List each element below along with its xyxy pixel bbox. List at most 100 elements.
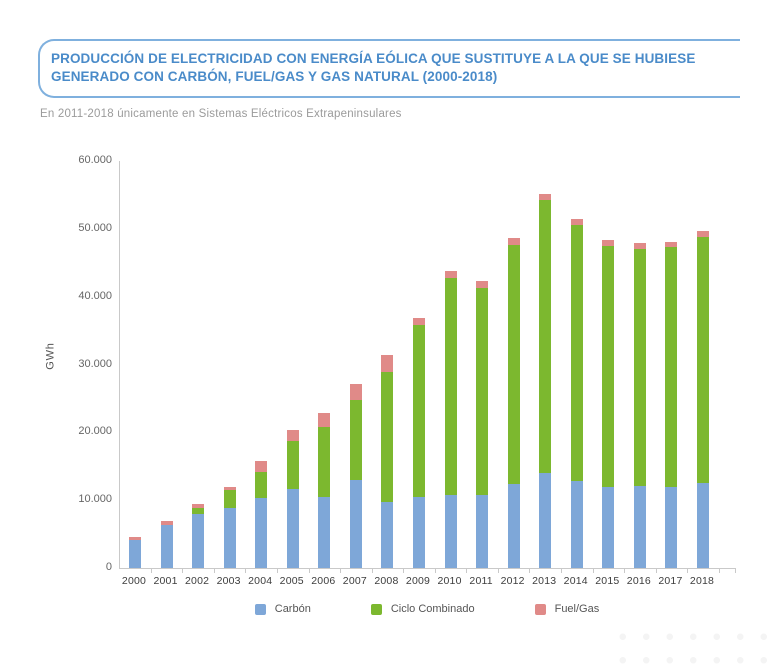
- bar-2009-ciclo-combinado: [413, 325, 425, 497]
- x-axis-tick: [718, 569, 720, 573]
- bar-2005-ciclo-combinado: [286, 441, 299, 490]
- x-axis-tick: [735, 569, 736, 573]
- y-tick-label: 10.000: [78, 493, 112, 506]
- bar-2007-fuel-gas: [349, 383, 362, 400]
- x-axis-tick: [497, 569, 499, 573]
- x-axis-tick: [592, 569, 594, 573]
- bar-2010-ciclo-combinado: [444, 278, 457, 496]
- bar-2002-carb-n: [192, 513, 205, 568]
- x-axis-tick: [529, 569, 531, 573]
- y-tick-label: 20.000: [78, 425, 112, 438]
- bar-2009-carb-n: [413, 496, 425, 568]
- x-axis-tick: [655, 569, 657, 573]
- x-tick-label: 2007: [342, 575, 367, 587]
- bar-2002-fuel-gas: [192, 503, 205, 508]
- x-tick-label: 2016: [626, 575, 651, 587]
- x-axis-tick: [277, 569, 278, 573]
- bar-2017-fuel-gas: [665, 241, 678, 248]
- bar-2010-fuel-gas: [444, 270, 457, 279]
- bar-2018-carb-n: [697, 483, 709, 568]
- carbon-swatch-icon: [254, 603, 266, 615]
- bar-2003-ciclo-combinado: [223, 490, 236, 508]
- bar-2004-ciclo-combinado: [255, 472, 268, 499]
- corner-dot-pattern: [611, 625, 768, 672]
- bar-2009-fuel-gas: [413, 318, 425, 326]
- x-tick-label: 2004: [248, 575, 273, 587]
- x-tick-label: 2006: [311, 575, 336, 587]
- x-axis-tick: [213, 569, 215, 573]
- chart-title-line1: PRODUCCIÓN DE ELECTRICIDAD CON ENERGÍA E…: [51, 51, 696, 66]
- legend-item-ciclo-combinado: Ciclo Combinado: [370, 603, 475, 615]
- chart-title-line2: GENERADO CON CARBÓN, FUEL/GAS Y GAS NATU…: [51, 69, 498, 84]
- legend-item-fuel-gas: Fuel/Gas: [534, 603, 600, 615]
- x-axis-tick: [687, 569, 689, 573]
- legend-item-carbon: Carbón: [254, 603, 311, 615]
- ciclo-combinado-swatch-icon: [370, 603, 382, 615]
- chart-title-box: PRODUCCIÓN DE ELECTRICIDAD CON ENERGÍA E…: [38, 39, 740, 98]
- x-tick-label: 2013: [532, 575, 557, 587]
- bar-2013-carb-n: [539, 473, 552, 568]
- bar-2015-fuel-gas: [602, 240, 615, 246]
- y-axis-labels: 0 10.000 20.000 30.000 40.000 50.000 60.000: [42, 154, 112, 573]
- x-tick-label: 2008: [374, 575, 399, 587]
- bar-2005-carb-n: [286, 489, 299, 568]
- bar-2003-carb-n: [223, 507, 236, 568]
- x-tick-label: 2011: [469, 575, 493, 587]
- bar-2014-fuel-gas: [570, 219, 583, 226]
- fuel-gas-swatch-icon: [534, 603, 546, 615]
- x-axis-tick: [624, 569, 626, 573]
- bar-2018-ciclo-combinado: [697, 236, 709, 484]
- bar-2010-carb-n: [444, 495, 457, 568]
- x-tick-label: 2005: [279, 575, 304, 587]
- bar-2000-carb-n: [129, 539, 141, 568]
- x-axis-tick: [434, 569, 436, 573]
- x-axis-tick: [150, 569, 152, 573]
- x-tick-label: 2012: [500, 575, 525, 587]
- x-tick-label: 2015: [595, 575, 620, 587]
- bar-2006-ciclo-combinado: [318, 426, 331, 497]
- bar-2013-fuel-gas: [539, 194, 552, 200]
- x-axis-tick: [561, 569, 562, 573]
- bar-2012-fuel-gas: [507, 238, 520, 246]
- x-axis-tick: [403, 569, 405, 573]
- bar-2000-fuel-gas: [129, 536, 141, 540]
- y-tick-label: 30.000: [78, 357, 112, 370]
- x-axis-labels: 2000 2001 2002 2003 2004 2005 2006 2007 2008 2009…: [119, 575, 735, 591]
- y-tick-label: 40.000: [78, 289, 112, 302]
- bar-2008-carb-n: [381, 502, 394, 568]
- bar-2016-carb-n: [633, 485, 646, 568]
- x-tick-label: 2017: [658, 575, 683, 587]
- legend-label-carbon: Carbón: [274, 603, 311, 615]
- bar-2015-ciclo-combinado: [602, 245, 615, 487]
- x-tick-label: 2018: [689, 575, 715, 587]
- bar-2007-carb-n: [349, 479, 362, 568]
- bar-2014-ciclo-combinado: [570, 225, 583, 481]
- bar-2002-ciclo-combinado: [192, 507, 205, 514]
- x-axis-tick: [308, 569, 310, 573]
- x-axis-tick: [371, 569, 373, 573]
- bar-2012-ciclo-combinado: [507, 245, 520, 484]
- legend-label-fuel-gas: Fuel/Gas: [554, 603, 600, 615]
- chart-legend: Carbón Ciclo Combinado Fuel/Gas: [119, 603, 735, 615]
- x-tick-label: 2002: [185, 575, 210, 587]
- y-tick-label: 50.000: [78, 221, 112, 234]
- x-tick-label: 2003: [216, 575, 241, 587]
- plot-area: [119, 161, 736, 573]
- x-tick-label: 2000: [121, 575, 147, 587]
- bar-2004-fuel-gas: [255, 460, 268, 473]
- bar-2012-carb-n: [507, 483, 520, 568]
- x-tick-label: 2001: [153, 575, 178, 587]
- bar-2018-fuel-gas: [697, 230, 709, 237]
- bar-2016-fuel-gas: [633, 243, 646, 249]
- bar-2017-carb-n: [665, 486, 678, 568]
- bar-2006-carb-n: [318, 496, 331, 568]
- bar-2011-ciclo-combinado: [476, 287, 489, 495]
- x-tick-label: 2014: [563, 575, 588, 587]
- y-tick-label: 0: [105, 561, 112, 573]
- bar-2007-ciclo-combinado: [349, 399, 362, 480]
- bar-2008-fuel-gas: [381, 355, 394, 372]
- bar-2003-fuel-gas: [223, 486, 236, 490]
- bar-2001-carb-n: [160, 524, 173, 568]
- legend-label-ciclo-combinado: Ciclo Combinado: [390, 603, 475, 615]
